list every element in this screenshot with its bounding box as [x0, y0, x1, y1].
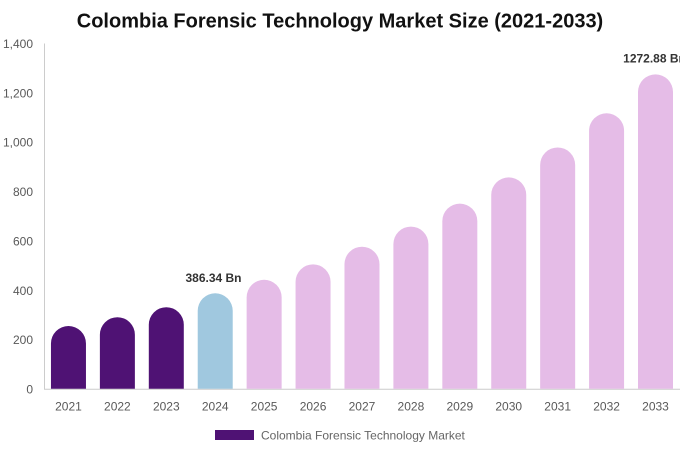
svg-text:2030: 2030 — [495, 400, 522, 414]
svg-text:2023: 2023 — [153, 400, 180, 414]
svg-text:2028: 2028 — [398, 400, 425, 414]
svg-text:1,000: 1,000 — [3, 136, 33, 150]
svg-text:2025: 2025 — [251, 400, 278, 414]
svg-text:2026: 2026 — [300, 400, 327, 414]
svg-text:2031: 2031 — [544, 400, 571, 414]
svg-text:Colombia Forensic Technology M: Colombia Forensic Technology Market Size… — [77, 11, 603, 33]
svg-text:1272.88 Bn: 1272.88 Bn — [623, 52, 680, 66]
svg-text:2024: 2024 — [202, 400, 229, 414]
svg-text:2022: 2022 — [104, 400, 131, 414]
svg-text:1,200: 1,200 — [3, 86, 33, 100]
svg-text:2033: 2033 — [642, 400, 669, 414]
svg-text:600: 600 — [13, 234, 33, 248]
svg-text:386.34 Bn: 386.34 Bn — [185, 271, 241, 285]
svg-text:2032: 2032 — [593, 400, 620, 414]
svg-text:Colombia Forensic Technology M: Colombia Forensic Technology Market — [261, 429, 466, 443]
svg-text:2021: 2021 — [55, 400, 82, 414]
svg-text:2027: 2027 — [349, 400, 376, 414]
svg-text:1,400: 1,400 — [3, 37, 33, 51]
svg-text:200: 200 — [13, 333, 33, 347]
svg-text:400: 400 — [13, 284, 33, 298]
svg-text:0: 0 — [26, 383, 33, 397]
svg-text:2029: 2029 — [446, 400, 473, 414]
svg-text:800: 800 — [13, 185, 33, 199]
